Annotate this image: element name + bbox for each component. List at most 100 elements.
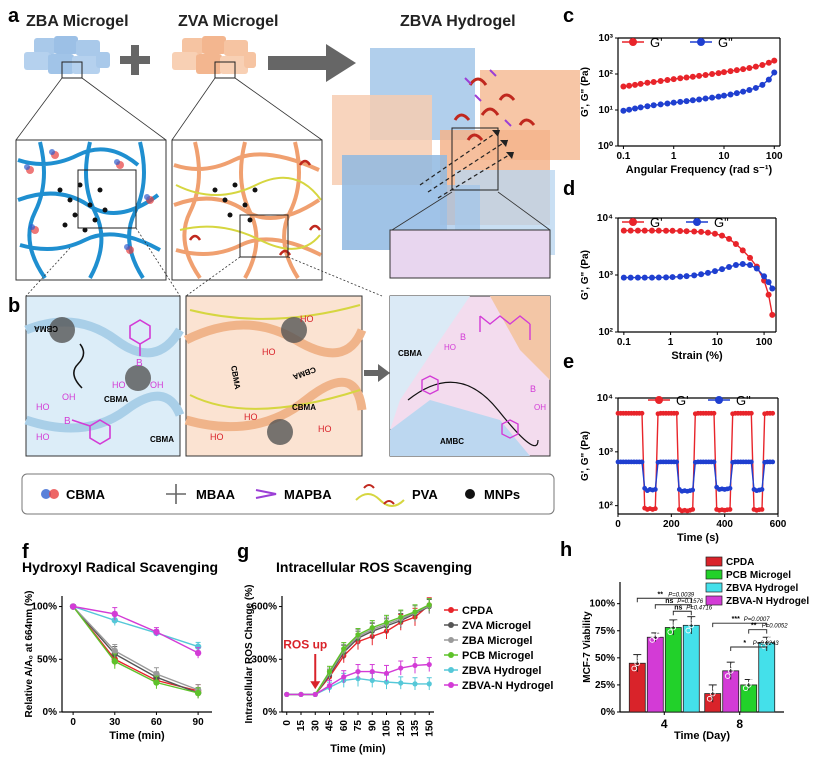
c-point-g [715,93,722,100]
c-point-g [715,70,722,77]
zba-title: ZBA Microgel [26,13,129,30]
g-y-tick-label: 600% [251,602,277,613]
e-line-g [618,461,773,493]
g-y-axis-title: Intracellular ROS Change (%) [244,585,255,724]
h-data-point [637,655,644,661]
f-x-tick-label: 30 [109,717,121,728]
e-point-g [690,487,696,493]
cbma-text-1: CBMA [34,324,58,333]
g-point-pcb-microgel [398,614,404,620]
cbma-text-3: CBMA [150,435,174,444]
ho-text-6: HO [210,432,224,442]
e-point-g [652,487,658,492]
g-point-zbva-n-hydrogel [369,668,375,675]
h-legend-label: ZBVA-N Hydrogel [726,596,809,607]
h-data-point [667,629,674,635]
h-y-tick-label: 0% [601,707,616,718]
h-p-value: P=0.1576 [677,599,704,605]
d-y-axis-title: G', G" (Pa) [580,250,591,300]
d-point-g [627,227,634,234]
d-point-g [663,274,670,281]
h-data-point [763,639,770,646]
f-y-tick-label: 0% [43,707,58,718]
f-y-tick-label: 100% [31,602,57,613]
e-point-g [727,485,733,491]
d-x-tick-label: 10 [712,337,724,348]
e-point-g [727,507,733,512]
h-p-value: P=0.0039 [668,592,695,598]
e-x-axis-title: Time (s) [677,532,719,544]
h-data-point [724,673,731,679]
f-line-zva-microgel [72,606,199,694]
c-point-g [771,57,778,64]
g-point-zbva-hydrogel [383,679,390,685]
e-point-g [674,459,680,465]
cbma-text-6: CBMA [292,403,316,412]
f-point-zba-microgel [153,670,160,678]
d-point-g [655,274,662,281]
d-point-g [746,254,753,261]
e-y-tick-label: 10⁴ [597,393,613,404]
ho-text-1: HO [112,380,126,390]
ho-text-3: HO [36,432,50,442]
f-point-zba-microgel [111,647,118,655]
c-point-g [765,76,772,83]
h-bar-zbva-hydrogel [682,624,700,713]
d-point-g [663,227,670,234]
e-legend-label: G' [676,393,689,408]
g-legend-label: ZBVA-N Hydrogel [462,680,553,692]
c-legend-label: G" [718,35,733,50]
h-significance-bracket [730,646,768,651]
d-point-g [739,247,746,254]
h-data-point [730,662,737,669]
c-point-g [626,82,633,89]
h-data-point [766,636,773,643]
g-x-tick-label: 105 [382,720,393,737]
c-x-tick-label: 1 [671,151,677,162]
d-point-g [669,274,676,281]
h-data-point [712,685,719,692]
g-point-zbva-n-hydrogel [284,691,290,698]
g-legend-label: PCB Microgel [462,650,534,662]
c-y-tick-label: 10¹ [599,105,614,116]
h-y-tick-label: 100% [589,599,615,610]
d-y-tick-label: 10² [599,327,614,338]
zva-microgel-cluster [172,36,256,79]
d-x-tick-label: 0.1 [617,337,631,348]
g-point-pcb-microgel [383,619,390,625]
h-data-point [670,624,677,631]
cbma-text-7: CBMA [398,349,422,358]
e-point-g [711,459,717,465]
c-point-g [650,102,657,109]
g-legend-label: ZBVA Hydrogel [462,665,541,677]
e-legend-label: G" [736,393,751,408]
d-point-g [691,228,698,235]
h-x-tick-label: 4 [661,717,668,731]
g-legend-marker [448,682,454,688]
h-x-tick-label: 8 [736,717,743,731]
e-point-g [690,507,696,512]
d-point-g [711,268,718,275]
f-x-tick-label: 0 [70,717,76,728]
legend-cbma-label: CBMA [66,487,106,502]
g-x-axis-title: Time (min) [330,743,386,755]
c-point-g [637,104,644,111]
g-point-zbva-n-hydrogel [341,674,347,680]
chart-c-angular-frequency: c 0.1 1 10 100 10⁰ 10¹ 10² 10³ Angular Frequency … [563,5,783,176]
g-legend-marker [448,622,454,628]
c-point-g [677,98,684,105]
ho-text-2: HO [36,402,50,412]
c-point-g [644,103,651,110]
legend-mapba-label: MAPBA [284,487,332,502]
c-point-g [620,107,627,114]
e-point-g [674,410,680,416]
panel-a: a ZBA Microgel ZVA Microgel ZBVA Hydroge… [8,5,580,281]
c-point-g [709,71,716,77]
c-point-g [727,91,734,98]
c-point-g [637,80,644,87]
h-y-tick-label: 75% [595,626,615,637]
d-point-g [765,279,772,286]
c-point-g [632,105,639,112]
c-y-tick-label: 10⁰ [598,141,613,152]
